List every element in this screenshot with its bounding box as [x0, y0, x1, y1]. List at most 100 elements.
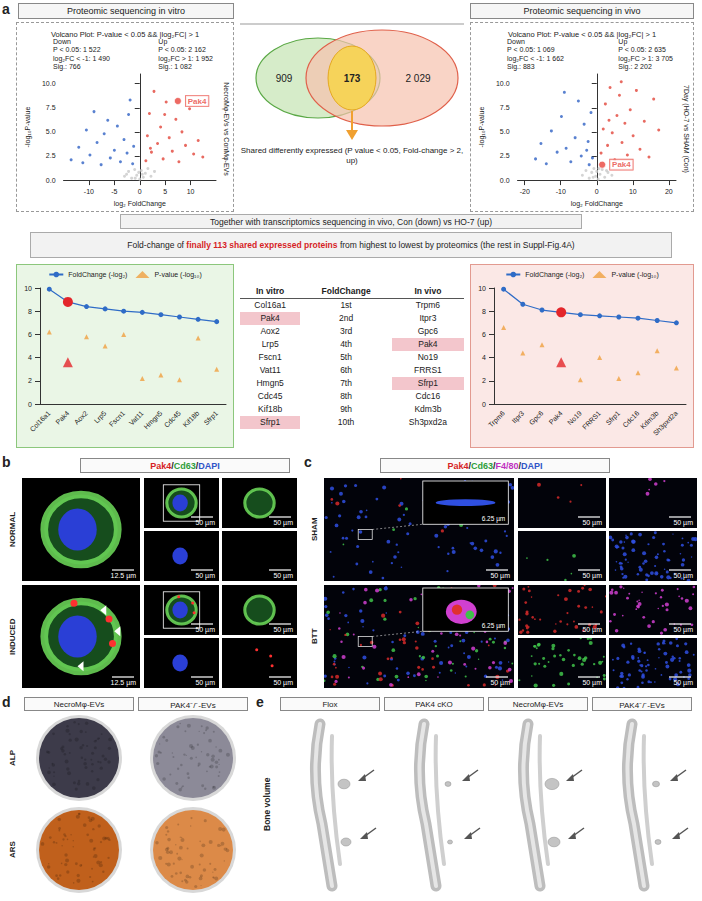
svg-text:Sh3pxd2a: Sh3pxd2a [652, 409, 680, 437]
svg-text:Trpm6: Trpm6 [487, 409, 507, 429]
svg-text:50 µm: 50 µm [673, 519, 693, 527]
svg-text:50 µm: 50 µm [273, 679, 293, 687]
svg-text:Fscn1: Fscn1 [108, 409, 126, 427]
svg-text:-log₁₀P-value: -log₁₀P-value [478, 107, 486, 148]
svg-text:50 µm: 50 µm [582, 679, 602, 687]
svg-text:log₂FC > 1: 3 705: log₂FC > 1: 3 705 [618, 55, 673, 63]
svg-text:7Day (HO-7 vs SHAM (Con): 7Day (HO-7 vs SHAM (Con) [682, 85, 690, 173]
svg-text:10: 10 [187, 188, 195, 195]
svg-text:P < 0.05: 1 069: P < 0.05: 1 069 [507, 46, 555, 53]
svg-text:50 µm: 50 µm [582, 519, 602, 527]
svg-text:50 µm: 50 µm [673, 572, 693, 580]
svg-text:Pak4: Pak4 [188, 97, 207, 106]
svg-text:P < 0.05: 2 162: P < 0.05: 2 162 [158, 46, 206, 53]
svg-text:P-value (-log₁₀): P-value (-log₁₀) [154, 271, 201, 279]
svg-text:FoldChange (-log₂): FoldChange (-log₂) [525, 271, 584, 279]
svg-text:Volcano Plot: P-value < 0.05 &: Volcano Plot: P-value < 0.05 && |log₂FC|… [508, 30, 656, 39]
svg-text:Up: Up [158, 38, 167, 46]
svg-text:50 µm: 50 µm [582, 572, 602, 580]
svg-text:Kif18b: Kif18b [182, 409, 201, 428]
svg-text:2: 2 [28, 377, 32, 384]
svg-text:50 µm: 50 µm [582, 626, 602, 634]
svg-text:173: 173 [344, 73, 361, 84]
svg-text:Col16a1: Col16a1 [28, 409, 51, 432]
svg-text:4: 4 [482, 354, 486, 361]
svg-text:Pak4: Pak4 [612, 160, 631, 169]
svg-text:2.5: 2.5 [46, 152, 56, 159]
svg-text:8: 8 [482, 308, 486, 315]
svg-text:50 µm: 50 µm [273, 519, 293, 527]
svg-text:log₂ FoldChange: log₂ FoldChange [571, 200, 623, 208]
svg-text:50 µm: 50 µm [673, 679, 693, 687]
svg-text:50 µm: 50 µm [673, 626, 693, 634]
svg-text:10: 10 [24, 285, 32, 292]
svg-text:50 µm: 50 µm [490, 572, 510, 580]
svg-text:Cdc16: Cdc16 [621, 409, 640, 428]
svg-text:7.5: 7.5 [500, 104, 510, 111]
svg-text:6.25 µm: 6.25 µm [482, 515, 506, 523]
svg-text:Sig.: 2 202: Sig.: 2 202 [618, 63, 652, 71]
svg-text:NecroMφ-EVs vs ConMφ-EVs: NecroMφ-EVs vs ConMφ-EVs [222, 82, 230, 176]
svg-text:0: 0 [482, 401, 486, 408]
svg-text:-10: -10 [84, 188, 94, 195]
svg-text:50 µm: 50 µm [195, 679, 215, 687]
svg-text:Sig.: 1 082: Sig.: 1 082 [158, 63, 192, 71]
svg-text:P < 0.05: 2 635: P < 0.05: 2 635 [618, 46, 666, 53]
svg-text:2: 2 [482, 377, 486, 384]
svg-text:FRRS1: FRRS1 [581, 409, 602, 430]
svg-text:20: 20 [665, 188, 673, 195]
svg-text:50 µm: 50 µm [195, 626, 215, 634]
svg-text:Sfrp1: Sfrp1 [202, 409, 220, 427]
svg-text:log₂FC > 1: 1 952: log₂FC > 1: 1 952 [158, 55, 213, 63]
svg-text:50 µm: 50 µm [195, 572, 215, 580]
svg-text:Cdc45: Cdc45 [163, 409, 182, 428]
svg-text:50 µm: 50 µm [195, 519, 215, 527]
svg-text:Gpc6: Gpc6 [528, 409, 546, 427]
svg-text:Pak4: Pak4 [54, 409, 70, 425]
svg-text:10.0: 10.0 [42, 80, 56, 87]
svg-text:8: 8 [28, 308, 32, 315]
svg-text:Volcano Plot: P-value < 0.05 &: Volcano Plot: P-value < 0.05 && |log₂FC|… [51, 30, 199, 39]
svg-text:Pak4: Pak4 [547, 409, 563, 425]
svg-text:0.0: 0.0 [500, 177, 510, 184]
svg-text:6: 6 [28, 331, 32, 338]
svg-text:Down: Down [53, 38, 71, 45]
svg-text:Vat11: Vat11 [128, 409, 145, 426]
svg-text:2 029: 2 029 [405, 73, 430, 84]
svg-text:-20: -20 [520, 188, 530, 195]
svg-text:50 µm: 50 µm [273, 572, 293, 580]
svg-text:4: 4 [28, 354, 32, 361]
svg-text:log₂FC < -1: 1 662: log₂FC < -1: 1 662 [507, 55, 564, 63]
svg-text:10.0: 10.0 [496, 80, 510, 87]
svg-text:10: 10 [478, 285, 486, 292]
svg-text:12.5 µm: 12.5 µm [111, 572, 137, 580]
svg-text:No19: No19 [566, 409, 583, 426]
svg-text:909: 909 [276, 73, 293, 84]
svg-text:-10: -10 [556, 188, 566, 195]
svg-text:0: 0 [595, 188, 599, 195]
svg-text:Up: Up [618, 38, 627, 46]
svg-text:log₂FC < -1: 1 490: log₂FC < -1: 1 490 [53, 55, 110, 63]
svg-text:50 µm: 50 µm [273, 626, 293, 634]
svg-text:12.5 µm: 12.5 µm [111, 679, 137, 687]
svg-text:P < 0.05: 1 522: P < 0.05: 1 522 [53, 46, 101, 53]
svg-text:Aox2: Aox2 [73, 409, 89, 425]
svg-text:-log₁₀P-value: -log₁₀P-value [24, 107, 32, 148]
svg-text:6.25 µm: 6.25 µm [482, 622, 506, 630]
svg-text:Down: Down [507, 38, 525, 45]
svg-text:50 µm: 50 µm [490, 679, 510, 687]
svg-text:5: 5 [163, 188, 167, 195]
svg-text:5.0: 5.0 [500, 128, 510, 135]
svg-text:FoldChange (-log₂): FoldChange (-log₂) [68, 271, 127, 279]
svg-text:Sfrp1: Sfrp1 [605, 409, 623, 427]
svg-text:Sig.: 766: Sig.: 766 [53, 63, 81, 71]
svg-text:Lrp5: Lrp5 [93, 409, 109, 425]
svg-text:2.5: 2.5 [500, 152, 510, 159]
svg-text:10: 10 [629, 188, 637, 195]
svg-text:0.0: 0.0 [46, 177, 56, 184]
svg-text:Hmgn5: Hmgn5 [143, 409, 165, 431]
svg-text:6: 6 [482, 331, 486, 338]
svg-text:Sig.: 883: Sig.: 883 [507, 63, 535, 71]
svg-text:Itpr3: Itpr3 [510, 409, 526, 425]
svg-text:5.0: 5.0 [46, 128, 56, 135]
